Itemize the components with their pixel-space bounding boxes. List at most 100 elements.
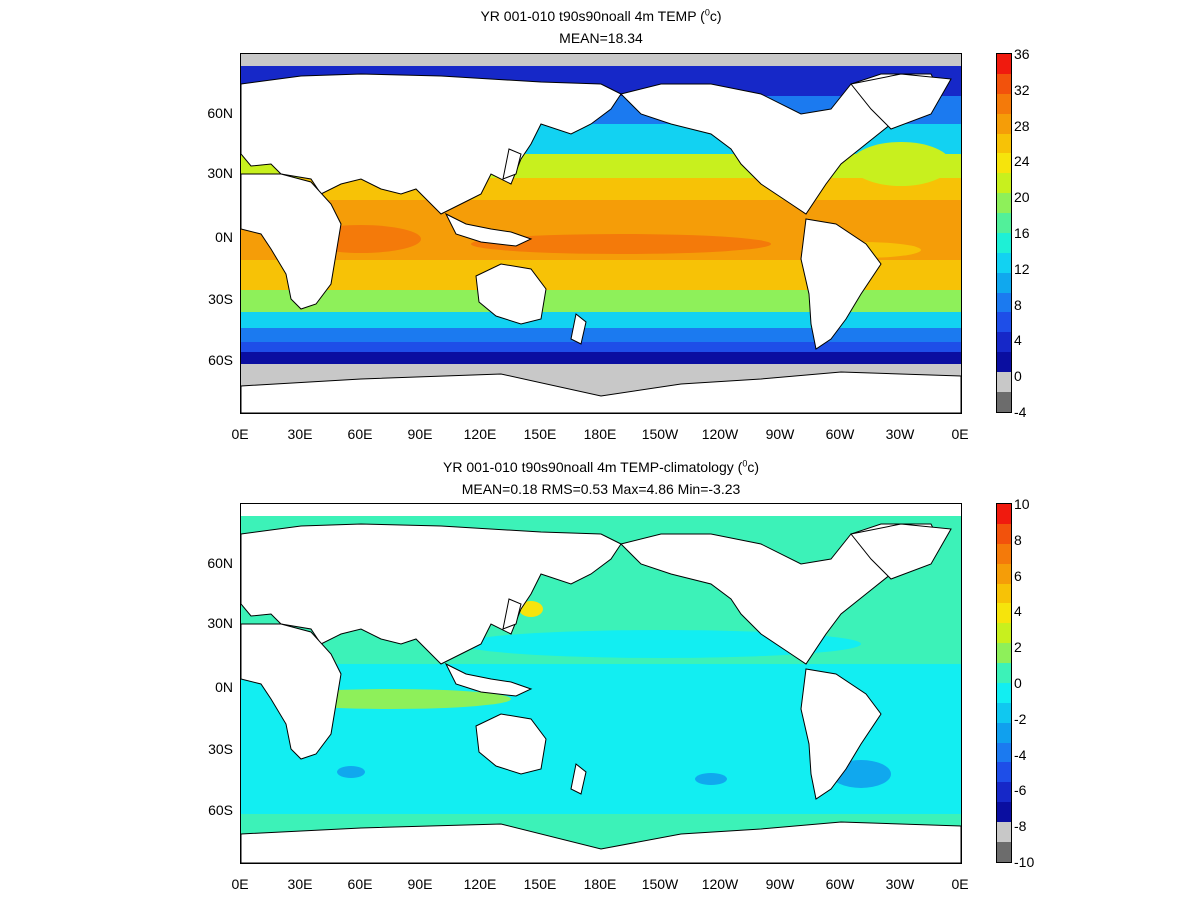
x-tick-label: 30E [287, 876, 313, 892]
x-tick-label: 60E [347, 876, 373, 892]
colorbar-segment [997, 73, 1011, 94]
panel-1-title-text: YR 001-010 t90s90noall 4m TEMP ( [480, 8, 705, 24]
y-tick-label: 60S [208, 802, 233, 818]
colorbar-segment [997, 352, 1011, 372]
colorbar-segment [997, 252, 1011, 273]
x-tick-label: 150W [641, 876, 679, 892]
panel-2-title-text: YR 001-010 t90s90noall 4m TEMP-climatolo… [442, 459, 743, 475]
x-tick-label: 180E [583, 426, 617, 442]
band-south-midlat [241, 312, 961, 328]
x-tick-label: 120E [463, 876, 497, 892]
antarctica [241, 371, 961, 413]
colorbar-label: 16 [1014, 225, 1030, 241]
south-america [800, 218, 882, 350]
south-america [800, 668, 882, 800]
colorbar-segment [997, 54, 1011, 74]
panel-1-title-unit-tail: c) [709, 8, 722, 24]
colorbar-label: 20 [1014, 189, 1030, 206]
band-south-subtropic [241, 290, 961, 312]
y-tick-label: 60N [207, 105, 233, 121]
colorbar-segment [997, 543, 1011, 564]
x-tick-label: 30W [885, 876, 915, 892]
antarctica [241, 821, 961, 863]
x-tick-label: 90W [765, 426, 795, 442]
colorbar-segment [997, 523, 1011, 544]
anomaly-kuroshio [519, 601, 543, 617]
colorbar-label: -6 [1014, 782, 1027, 799]
colorbar-label: 6 [1014, 567, 1022, 584]
colorbar-segment [997, 623, 1011, 644]
anomaly-pacific-south-cool [695, 773, 727, 785]
greenland [850, 523, 952, 580]
y-tick-label: 0N [215, 679, 233, 695]
band-south-subpolar [241, 328, 961, 342]
x-tick-label: 60E [347, 426, 373, 442]
x-tick-label: 150E [523, 426, 557, 442]
colorbar-label: -8 [1014, 818, 1027, 835]
colorbar-label: -4 [1014, 746, 1027, 763]
anomaly-indian-cool [337, 766, 365, 778]
panel-1-map-svg [241, 54, 961, 413]
x-tick-label: 120W [701, 426, 739, 442]
band-antarctic-circumpolar [241, 352, 961, 364]
colorbar-segment [997, 722, 1011, 743]
new-zealand [570, 763, 587, 795]
north-america [620, 523, 942, 665]
colorbar-segment [997, 583, 1011, 604]
colorbar-segment [997, 563, 1011, 584]
arctic-mask [241, 504, 961, 516]
x-tick-label: 0E [231, 426, 249, 442]
colorbar-segment [997, 193, 1011, 213]
colorbar-label: -4 [1014, 404, 1027, 420]
panel-2-map-svg [241, 504, 961, 863]
arctic-ice [241, 54, 961, 66]
colorbar-segment [997, 93, 1011, 114]
eurasia [241, 73, 622, 215]
colorbar-segment [997, 822, 1011, 842]
africa [241, 623, 342, 760]
y-tick-label: 30N [207, 615, 233, 631]
x-tick-label: 90W [765, 876, 795, 892]
y-tick-label: 30N [207, 165, 233, 181]
colorbar-segment [997, 391, 1011, 412]
colorbar-segment [997, 663, 1011, 683]
colorbar-label: 32 [1014, 81, 1030, 98]
x-tick-label: 120W [701, 876, 739, 892]
colorbar-label: 8 [1014, 296, 1022, 313]
japan [502, 598, 522, 630]
panel-2-title: YR 001-010 t90s90noall 4m TEMP-climatolo… [240, 459, 962, 476]
colorbar-segment [997, 682, 1011, 703]
x-tick-label: 150W [641, 426, 679, 442]
x-tick-label: 0E [951, 426, 969, 442]
y-tick-label: 60N [207, 555, 233, 571]
colorbar-label: 10 [1014, 496, 1030, 512]
colorbar-segment [997, 133, 1011, 154]
x-tick-label: 0E [951, 876, 969, 892]
panel-1-colorbar [996, 53, 1012, 413]
colorbar-segment [997, 841, 1011, 862]
x-tick-label: 0E [231, 876, 249, 892]
australia [475, 713, 547, 775]
north-america [620, 73, 942, 215]
colorbar-label: -10 [1014, 854, 1035, 870]
new-zealand [570, 313, 587, 345]
colorbar-segment [997, 603, 1011, 624]
x-tick-label: 30E [287, 426, 313, 442]
panel-1-subtitle: MEAN=18.34 [559, 30, 643, 46]
panel-2-colorbar [996, 503, 1012, 863]
colorbar-label: 24 [1014, 153, 1030, 170]
colorbar-label: 28 [1014, 117, 1030, 134]
x-tick-label: 60W [825, 426, 855, 442]
colorbar-label: 0 [1014, 368, 1022, 385]
colorbar-segment [997, 504, 1011, 524]
australia [475, 263, 547, 325]
y-tick-label: 30S [208, 741, 233, 757]
colorbar-segment [997, 643, 1011, 663]
colorbar-segment [997, 312, 1011, 333]
y-tick-label: 0N [215, 229, 233, 245]
colorbar-segment [997, 332, 1011, 353]
colorbar-segment [997, 232, 1011, 253]
greenland [850, 73, 952, 130]
colorbar-label: 4 [1014, 603, 1022, 620]
colorbar-segment [997, 153, 1011, 174]
